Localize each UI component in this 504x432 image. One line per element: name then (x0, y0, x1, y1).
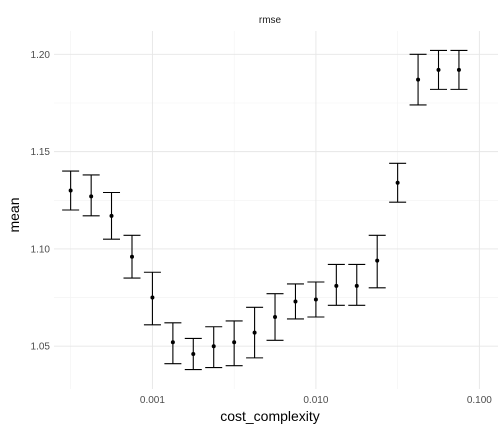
y-axis-title: mean (6, 197, 22, 232)
facet-strip-label: rmse (259, 15, 282, 26)
data-point (354, 283, 359, 288)
data-point (170, 340, 175, 345)
x-tick-label: 0.001 (140, 395, 165, 406)
x-tick-label: 0.100 (467, 395, 492, 406)
data-point (313, 297, 318, 302)
data-point (273, 315, 278, 320)
data-point (334, 283, 339, 288)
data-points (68, 67, 461, 356)
data-point (89, 194, 94, 199)
data-point (129, 254, 134, 259)
x-tick-label: 0.010 (303, 395, 328, 406)
y-tick-label: 1.10 (31, 244, 51, 255)
data-point (395, 180, 400, 185)
error-bars (62, 49, 468, 371)
grid (54, 31, 498, 389)
data-point (416, 77, 421, 82)
data-point (456, 67, 461, 72)
y-tick-label: 1.05 (31, 342, 51, 353)
data-point (436, 67, 441, 72)
y-tick-labels: 1.05 1.10 1.15 1.20 (31, 50, 51, 353)
y-tick-label: 1.15 (31, 147, 51, 158)
data-point (191, 351, 196, 356)
data-point (211, 344, 216, 349)
data-point (293, 299, 298, 304)
data-point (68, 188, 73, 193)
data-point (375, 258, 380, 263)
data-point (252, 330, 257, 335)
data-point (232, 340, 237, 345)
x-tick-labels: 0.001 0.010 0.100 (140, 395, 492, 406)
x-axis-title: cost_complexity (220, 408, 320, 424)
data-point (109, 213, 114, 218)
y-tick-label: 1.20 (31, 50, 51, 61)
data-point (150, 295, 155, 300)
